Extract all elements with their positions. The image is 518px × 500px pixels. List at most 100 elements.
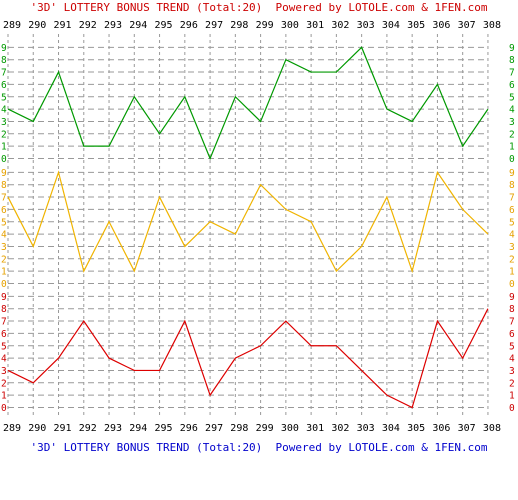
y-tick-label-left: 1 [1, 142, 7, 153]
chart-header: '3D' LOTTERY BONUS TREND (Total:20) Powe… [31, 1, 488, 14]
y-tick-label-left: 8 [1, 304, 7, 315]
y-tick-label-left: 7 [1, 193, 7, 204]
y-tick-label-right: 0 [509, 403, 515, 414]
series-line-2 [7, 170, 489, 274]
x-tick-label-bottom: 306 [432, 423, 450, 434]
x-tick-label-bottom: 294 [129, 423, 147, 434]
chart-footer: '3D' LOTTERY BONUS TREND (Total:20) Powe… [31, 441, 488, 454]
y-tick-label-left: 5 [1, 341, 7, 352]
x-tick-label-bottom: 292 [79, 423, 97, 434]
y-tick-label-left: 1 [1, 267, 7, 278]
x-tick-label-top: 291 [53, 20, 71, 31]
y-tick-label-right: 7 [509, 193, 515, 204]
x-tick-label-bottom: 293 [104, 423, 122, 434]
x-tick-label-bottom: 304 [382, 423, 400, 434]
x-tick-label-bottom: 307 [458, 423, 476, 434]
grid-lines [7, 34, 489, 418]
bottom-x-axis-labels: 289 290 291 292 293 294 295 296 297 298 299 300 301 3… [3, 423, 501, 434]
top-x-axis-labels: 289 290 291 292 293 294 295 296 297 298 299 300 301 3… [3, 20, 501, 31]
y-tick-label-left: 5 [1, 92, 7, 103]
y-tick-label-right: 4 [509, 230, 515, 241]
y-tick-label-right: 2 [509, 378, 515, 389]
y-tick-label-right: 6 [509, 205, 515, 216]
x-tick-label-top: 302 [331, 20, 349, 31]
x-tick-label-bottom: 296 [180, 423, 198, 434]
y-tick-label-left: 7 [1, 68, 7, 79]
x-tick-label-bottom: 302 [331, 423, 349, 434]
x-tick-label-top: 292 [79, 20, 97, 31]
y-tick-label-left: 4 [1, 354, 7, 365]
y-tick-label-left: 6 [1, 329, 7, 340]
x-tick-label-top: 306 [432, 20, 450, 31]
y-tick-label-left: 3 [1, 117, 7, 128]
y-tick-label-left: 1 [1, 391, 7, 402]
y-tick-label-right: 2 [509, 129, 515, 140]
y-tick-label-right: 3 [509, 366, 515, 377]
y-tick-label-left: 7 [1, 317, 7, 328]
x-tick-label-top: 299 [256, 20, 274, 31]
x-tick-label-top: 289 [3, 20, 21, 31]
y-tick-label-right: 9 [509, 168, 515, 179]
x-tick-label-top: 293 [104, 20, 122, 31]
y-tick-label-left: 4 [1, 230, 7, 241]
x-tick-label-bottom: 291 [53, 423, 71, 434]
y-tick-label-right: 8 [509, 180, 515, 191]
x-tick-label-bottom: 289 [3, 423, 21, 434]
y-tick-label-left: 6 [1, 80, 7, 91]
series-line-1 [7, 46, 489, 161]
y-tick-label-left: 8 [1, 180, 7, 191]
series-lines [7, 46, 489, 409]
x-tick-label-top: 295 [155, 20, 173, 31]
series-line-3 [7, 308, 489, 409]
y-tick-label-right: 3 [509, 242, 515, 253]
y-tick-label-right: 9 [509, 43, 515, 54]
y-tick-label-left: 3 [1, 366, 7, 377]
y-tick-label-right: 2 [509, 254, 515, 265]
x-tick-label-bottom: 295 [155, 423, 173, 434]
y-tick-label-right: 6 [509, 80, 515, 91]
y-tick-label-right: 8 [509, 55, 515, 66]
y-tick-label-right: 1 [509, 391, 515, 402]
y-tick-label-left: 2 [1, 378, 7, 389]
y-tick-label-right: 6 [509, 329, 515, 340]
x-tick-label-top: 290 [28, 20, 46, 31]
x-tick-label-top: 297 [205, 20, 223, 31]
x-tick-label-top: 303 [357, 20, 375, 31]
x-tick-label-top: 308 [483, 20, 501, 31]
x-tick-label-bottom: 299 [256, 423, 274, 434]
y-tick-label-right: 0 [509, 279, 515, 290]
y-tick-label-right: 7 [509, 317, 515, 328]
y-tick-label-right: 8 [509, 304, 515, 315]
x-tick-label-bottom: 301 [306, 423, 324, 434]
y-tick-label-left: 0 [1, 279, 7, 290]
x-tick-label-bottom: 308 [483, 423, 501, 434]
x-tick-label-bottom: 300 [281, 423, 299, 434]
x-tick-label-top: 294 [129, 20, 147, 31]
y-tick-label-left: 9 [1, 43, 7, 54]
x-tick-label-bottom: 303 [357, 423, 375, 434]
y-tick-label-right: 1 [509, 142, 515, 153]
y-tick-label-right: 1 [509, 267, 515, 278]
y-tick-label-left: 4 [1, 105, 7, 116]
y-tick-label-right: 5 [509, 341, 515, 352]
y-tick-label-left: 5 [1, 217, 7, 228]
x-tick-label-bottom: 297 [205, 423, 223, 434]
y-tick-label-left: 0 [1, 154, 7, 165]
x-tick-label-bottom: 305 [407, 423, 425, 434]
x-tick-label-top: 305 [407, 20, 425, 31]
y-tick-label-left: 9 [1, 292, 7, 303]
y-tick-label-right: 4 [509, 105, 515, 116]
y-tick-label-left: 0 [1, 403, 7, 414]
x-tick-label-top: 304 [382, 20, 400, 31]
x-tick-label-bottom: 290 [28, 423, 46, 434]
y-tick-label-left: 3 [1, 242, 7, 253]
x-tick-label-top: 298 [230, 20, 248, 31]
y-tick-label-left: 8 [1, 55, 7, 66]
y-tick-label-right: 7 [509, 68, 515, 79]
y-tick-label-right: 5 [509, 217, 515, 228]
y-tick-label-right: 4 [509, 354, 515, 365]
y-tick-label-left: 2 [1, 254, 7, 265]
x-tick-label-top: 296 [180, 20, 198, 31]
